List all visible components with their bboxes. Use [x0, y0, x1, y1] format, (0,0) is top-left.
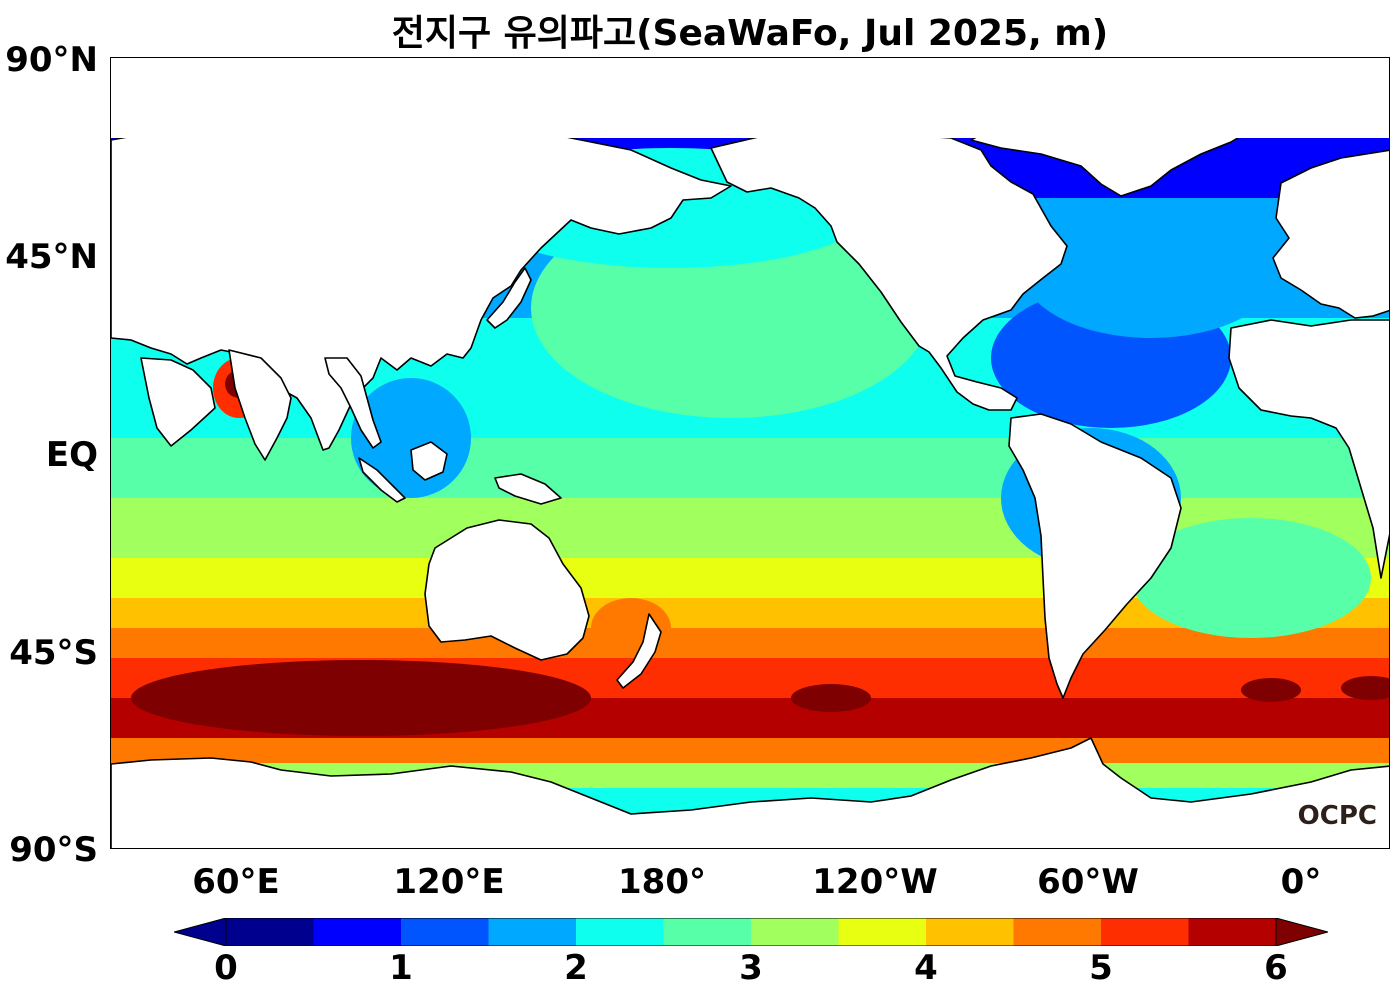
- colorbar-segment-5: [663, 918, 752, 946]
- indian-ocean-max: [131, 660, 591, 736]
- lon-label-60w: 60°W: [1037, 862, 1139, 902]
- ocpc-logo: OCPC: [1298, 801, 1377, 831]
- colorbar-segment-6: [751, 918, 839, 946]
- land-arabia: [140, 357, 216, 447]
- map-frame: OCPC: [110, 57, 1390, 849]
- land-newguinea: [494, 473, 562, 505]
- colorbar-segment-7: [838, 918, 927, 946]
- colorbar: [174, 918, 1328, 946]
- land-africa: [1228, 319, 1389, 579]
- land-newzealand: [616, 613, 662, 689]
- lat-label-45n: 45°N: [5, 237, 98, 277]
- colorbar-segment-8: [926, 918, 1014, 946]
- land-masses: [111, 58, 1389, 848]
- lat-label-90s: 90°S: [9, 830, 98, 870]
- land-south-america: [1008, 413, 1182, 699]
- colorbar-segment-0: [226, 918, 314, 946]
- colorbar-tick-label: 6: [1264, 948, 1288, 988]
- land-australia: [424, 519, 590, 661]
- land-antarctica: [111, 737, 1389, 848]
- lat-label-90n: 90°N: [5, 40, 98, 80]
- land-sumatra: [358, 457, 406, 503]
- south-pacific-max: [791, 684, 871, 712]
- wave-band-8: [111, 628, 1389, 658]
- colorbar-segment-4: [576, 918, 664, 946]
- colorbar-extend-min: [174, 918, 227, 946]
- wave-band-11: [111, 738, 1389, 763]
- land-india: [228, 349, 292, 461]
- colorbar-tick-label: 0: [214, 948, 238, 988]
- land-arctic-islands: [111, 58, 1389, 138]
- colorbar-tick-label: 2: [564, 948, 588, 988]
- land-indochina: [324, 357, 382, 449]
- map-title: 전지구 유의파고(SeaWaFo, Jul 2025, m): [391, 13, 1109, 54]
- south-atlantic-max: [1241, 678, 1301, 702]
- south-atlantic-east-max: [1341, 676, 1389, 700]
- colorbar-tick-label: 5: [1089, 948, 1113, 988]
- lon-label-180: 180°: [618, 862, 706, 902]
- lon-label-120w: 120°W: [812, 862, 938, 902]
- colorbar-tick-label: 1: [389, 948, 413, 988]
- colorbar-segment-1: [313, 918, 402, 946]
- lon-label-120e: 120°E: [393, 862, 505, 902]
- colorbar-segment-3: [488, 918, 577, 946]
- colorbar-tick-label: 4: [914, 948, 938, 988]
- lat-label-eq: EQ: [45, 435, 98, 475]
- land-europe-east: [1272, 149, 1389, 319]
- lon-label-60e: 60°E: [192, 862, 280, 902]
- lon-label-0: 0°: [1280, 862, 1322, 902]
- land-borneo: [410, 441, 448, 481]
- colorbar-tick-label: 3: [739, 948, 763, 988]
- land-japan: [486, 267, 532, 329]
- wave-band-4: [111, 438, 1389, 498]
- colorbar-segment-10: [1101, 918, 1189, 946]
- land-north-america: [710, 129, 1068, 411]
- lat-label-45s: 45°S: [9, 633, 98, 673]
- wave-height-map: OCPC: [111, 58, 1389, 848]
- colorbar-segment-2: [401, 918, 489, 946]
- colorbar-extend-max: [1275, 918, 1328, 946]
- colorbar-segment-9: [1013, 918, 1102, 946]
- colorbar-outline: [225, 918, 1277, 946]
- north-atlantic-mid: [1021, 198, 1281, 338]
- colorbar-segment-11: [1188, 918, 1277, 946]
- south-atlantic-mid: [1131, 518, 1371, 638]
